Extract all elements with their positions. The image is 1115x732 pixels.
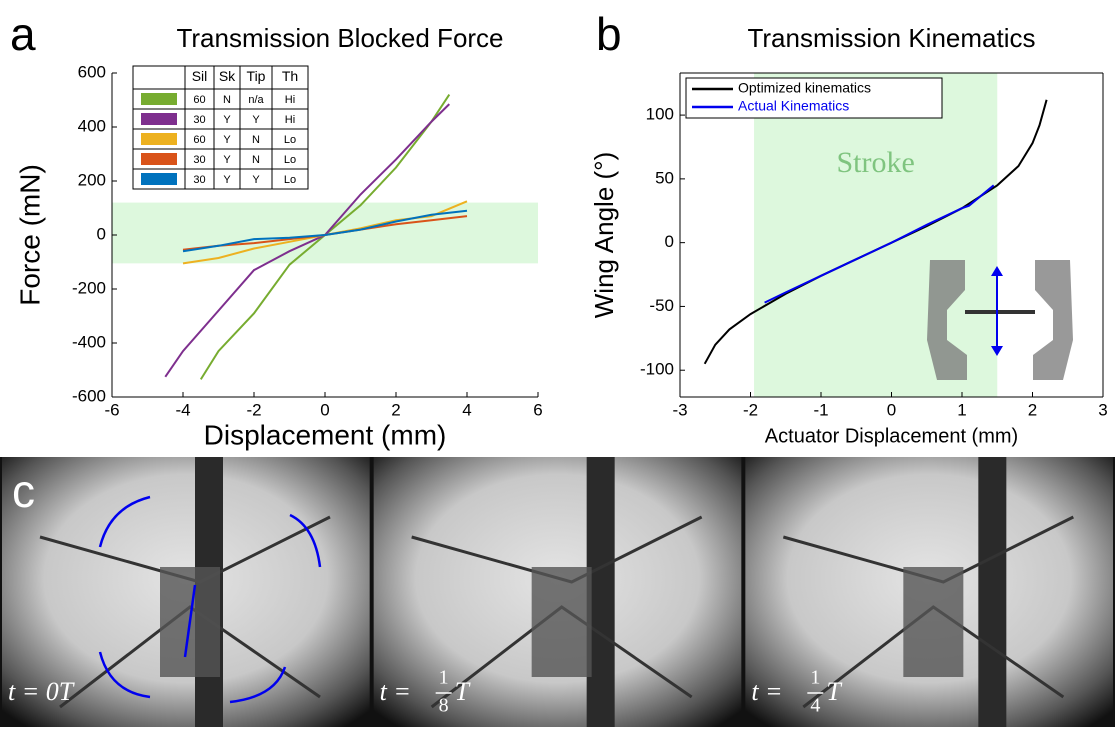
x-tick-label: -2 — [743, 400, 758, 419]
legend-label: Actual Kinematics — [738, 98, 849, 114]
x-tick-label: 2 — [391, 400, 400, 419]
frame-caption: t = 0T — [8, 677, 75, 706]
legend-cell: Lo — [284, 154, 296, 166]
legend-cell: N — [252, 154, 260, 166]
ruler — [978, 457, 1007, 727]
frame-caption-num: 1 — [810, 667, 820, 689]
legend-cell: Lo — [284, 134, 296, 146]
frame-caption-suffix: T — [826, 677, 842, 706]
legend-swatch — [141, 153, 177, 165]
legend-cell: Hi — [285, 94, 295, 106]
inset-wing — [1033, 260, 1073, 380]
legend-cell: 30 — [193, 154, 205, 166]
x-axis-label: Actuator Displacement (mm) — [765, 425, 1018, 447]
legend-cell: Y — [252, 174, 260, 186]
shaded-band — [754, 73, 998, 397]
legend-label: Optimized kinematics — [738, 80, 871, 96]
x-tick-label: -6 — [104, 400, 119, 419]
frame-caption-den: 4 — [810, 695, 820, 717]
y-tick-label: -600 — [72, 386, 106, 405]
y-tick-label: 400 — [78, 116, 106, 135]
legend-cell: Y — [252, 114, 260, 126]
x-tick-label: -1 — [813, 400, 828, 419]
x-tick-label: -2 — [246, 400, 261, 419]
motion-arrow — [183, 584, 197, 658]
legend-cell: 30 — [193, 114, 205, 126]
series-line — [164, 103, 451, 378]
x-tick-label: 1 — [957, 400, 966, 419]
x-tick-label: 6 — [533, 400, 542, 419]
legend-cell: 60 — [193, 134, 205, 146]
chart-title: Transmission Kinematics — [747, 23, 1035, 53]
frame-caption-num: 1 — [439, 667, 449, 689]
shaded-band — [112, 202, 538, 264]
panel-label: c — [12, 465, 35, 517]
series-line — [764, 184, 995, 304]
band-label: Stroke — [836, 146, 914, 179]
frame-caption-suffix: T — [455, 677, 471, 706]
frame-caption: t = — [380, 677, 411, 706]
legend-cell: 30 — [193, 174, 205, 186]
robot-body — [531, 567, 592, 677]
legend-swatch — [141, 133, 177, 145]
legend-header: Tip — [247, 68, 266, 84]
robot-body — [903, 567, 964, 677]
motion-arrow — [229, 666, 287, 704]
panel-label: b — [596, 8, 622, 60]
y-axis-label: Force (mN) — [14, 164, 45, 306]
y-tick-label: 600 — [78, 62, 106, 81]
y-tick-label: 50 — [655, 168, 674, 187]
legend-cell: Lo — [284, 174, 296, 186]
inset-arrow-head — [991, 266, 1003, 356]
motion-arrow — [289, 513, 322, 568]
x-tick-label: 0 — [320, 400, 329, 419]
legend-cell: 60 — [193, 94, 205, 106]
legend-header: Sk — [219, 68, 236, 84]
frame-caption-den: 8 — [439, 695, 449, 717]
legend-swatch — [141, 93, 177, 105]
y-tick-label: 200 — [78, 170, 106, 189]
y-axis-label: Wing Angle (°) — [589, 152, 619, 318]
y-tick-label: -50 — [649, 296, 674, 315]
x-axis-label: Displacement (mm) — [204, 419, 447, 450]
frame-caption: t = — [751, 677, 782, 706]
inset-image — [927, 260, 1073, 380]
legend-cell: Y — [223, 134, 231, 146]
x-tick-label: 2 — [1028, 400, 1037, 419]
y-tick-label: -100 — [640, 360, 674, 379]
legend-cell: n/a — [248, 94, 264, 106]
chart-title: Transmission Blocked Force — [176, 23, 503, 53]
x-tick-label: 3 — [1098, 400, 1107, 419]
legend-header: Sil — [192, 68, 208, 84]
legend-swatch — [141, 173, 177, 185]
legend-box — [132, 65, 309, 190]
legend-box — [685, 77, 943, 119]
x-tick-label: 0 — [887, 400, 896, 419]
motion-arrow — [98, 495, 151, 548]
motion-arrow — [98, 651, 151, 699]
legend-swatch — [141, 113, 177, 125]
series-line — [182, 209, 468, 253]
y-tick-label: 0 — [97, 224, 106, 243]
panel-label: a — [10, 8, 36, 60]
x-tick-label: -4 — [175, 400, 190, 419]
legend-header: Th — [282, 68, 298, 84]
y-tick-label: -400 — [72, 332, 106, 351]
x-tick-label: 4 — [462, 400, 471, 419]
legend-cell: N — [252, 134, 260, 146]
y-tick-label: -200 — [72, 278, 106, 297]
legend-cell: Y — [223, 154, 231, 166]
legend-cell: Y — [223, 174, 231, 186]
y-tick-label: 0 — [665, 232, 674, 251]
x-tick-label: -3 — [672, 400, 687, 419]
legend-cell: N — [223, 94, 231, 106]
legend-cell: Hi — [285, 114, 295, 126]
y-tick-label: 100 — [646, 105, 674, 124]
legend-cell: Y — [223, 114, 231, 126]
inset-wing — [927, 260, 967, 380]
